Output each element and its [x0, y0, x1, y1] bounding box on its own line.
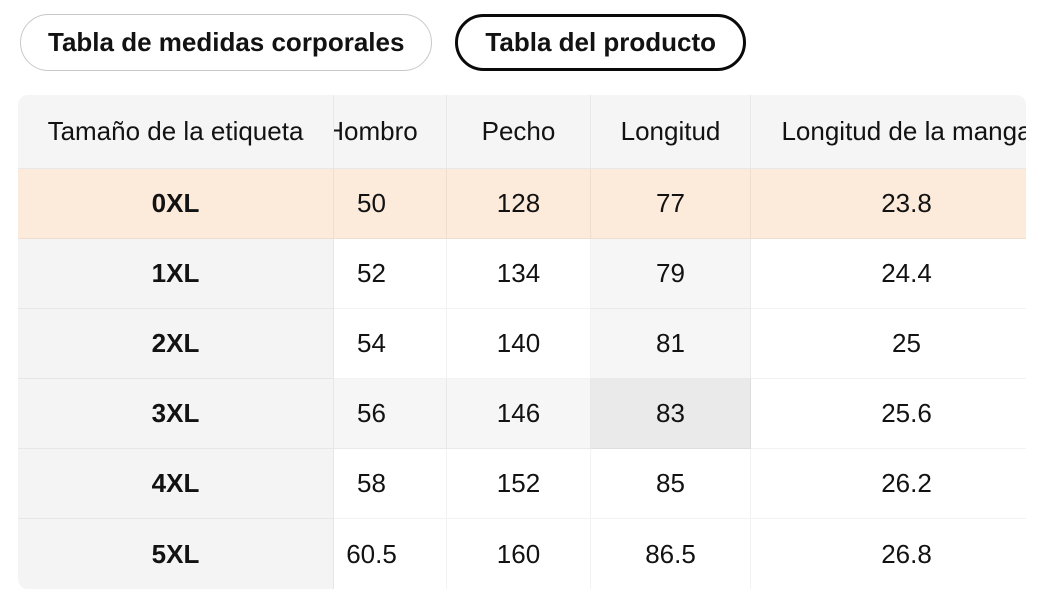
- cell-0xl-longitud: 77: [591, 169, 751, 239]
- cell-1xl-pecho: 134: [447, 239, 591, 309]
- cell-3xl-longitud: 83: [591, 379, 751, 449]
- size-table-tabs: Tabla de medidas corporales Tabla del pr…: [20, 14, 1038, 71]
- cell-1xl-longitud: 79: [591, 239, 751, 309]
- size-label-3xl: 3XL: [18, 379, 334, 449]
- size-table-card[interactable]: Hombro Pecho Longitud Longitud de la manga 5…: [18, 95, 1026, 589]
- size-label-1xl: 1XL: [18, 239, 334, 309]
- cell-5xl-pecho: 160: [447, 519, 591, 589]
- column-header-longitud-de-la-manga: Longitud de la manga: [751, 95, 1026, 169]
- cell-2xl-pecho: 140: [447, 309, 591, 379]
- size-label-4xl: 4XL: [18, 449, 334, 519]
- size-label-5xl: 5XL: [18, 519, 334, 589]
- cell-0xl-pecho: 128: [447, 169, 591, 239]
- cell-2xl-longitud: 81: [591, 309, 751, 379]
- cell-0xl-longitud-de-la-manga: 23.8: [751, 169, 1026, 239]
- cell-4xl-longitud-de-la-manga: 26.2: [751, 449, 1026, 519]
- cell-1xl-longitud-de-la-manga: 24.4: [751, 239, 1026, 309]
- cell-4xl-pecho: 152: [447, 449, 591, 519]
- column-header-tama-o-de-la-etiqueta: Tamaño de la etiqueta: [18, 95, 334, 169]
- size-chart-page: Tabla de medidas corporales Tabla del pr…: [18, 14, 1038, 589]
- size-table-scroll-area[interactable]: Hombro Pecho Longitud Longitud de la manga 5…: [297, 95, 1026, 589]
- cell-5xl-longitud: 86.5: [591, 519, 751, 589]
- cell-3xl-longitud-de-la-manga: 25.6: [751, 379, 1026, 449]
- size-label-2xl: 2XL: [18, 309, 334, 379]
- cell-3xl-pecho: 146: [447, 379, 591, 449]
- cell-2xl-longitud-de-la-manga: 25: [751, 309, 1026, 379]
- size-table-sticky-column: Tamaño de la etiqueta 0XL 1XL 2XL 3XL 4XL 5XL: [18, 95, 334, 589]
- tab-body-measurements[interactable]: Tabla de medidas corporales: [20, 14, 433, 71]
- tab-product-measurements[interactable]: Tabla del producto: [455, 14, 747, 71]
- size-label-0xl: 0XL: [18, 169, 334, 239]
- column-header-longitud: Longitud: [591, 95, 751, 169]
- column-header-pecho: Pecho: [447, 95, 591, 169]
- cell-4xl-longitud: 85: [591, 449, 751, 519]
- cell-5xl-longitud-de-la-manga: 26.8: [751, 519, 1026, 589]
